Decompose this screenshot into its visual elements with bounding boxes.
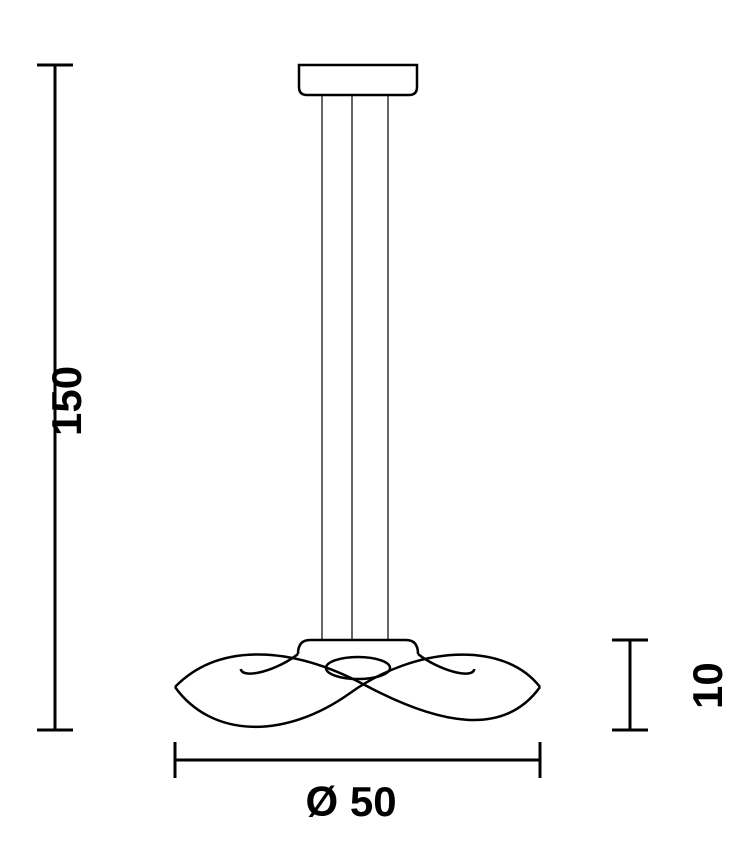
dim-diameter	[175, 742, 540, 778]
lamp-drawing	[175, 65, 540, 727]
dim-shade-height	[612, 640, 648, 730]
label-shade-height: 10	[684, 662, 732, 709]
diagram-container: 150 10 Ø 50	[0, 0, 750, 860]
label-diameter: Ø 50	[306, 778, 397, 826]
technical-drawing	[0, 0, 750, 860]
label-height-total: 150	[43, 365, 91, 435]
